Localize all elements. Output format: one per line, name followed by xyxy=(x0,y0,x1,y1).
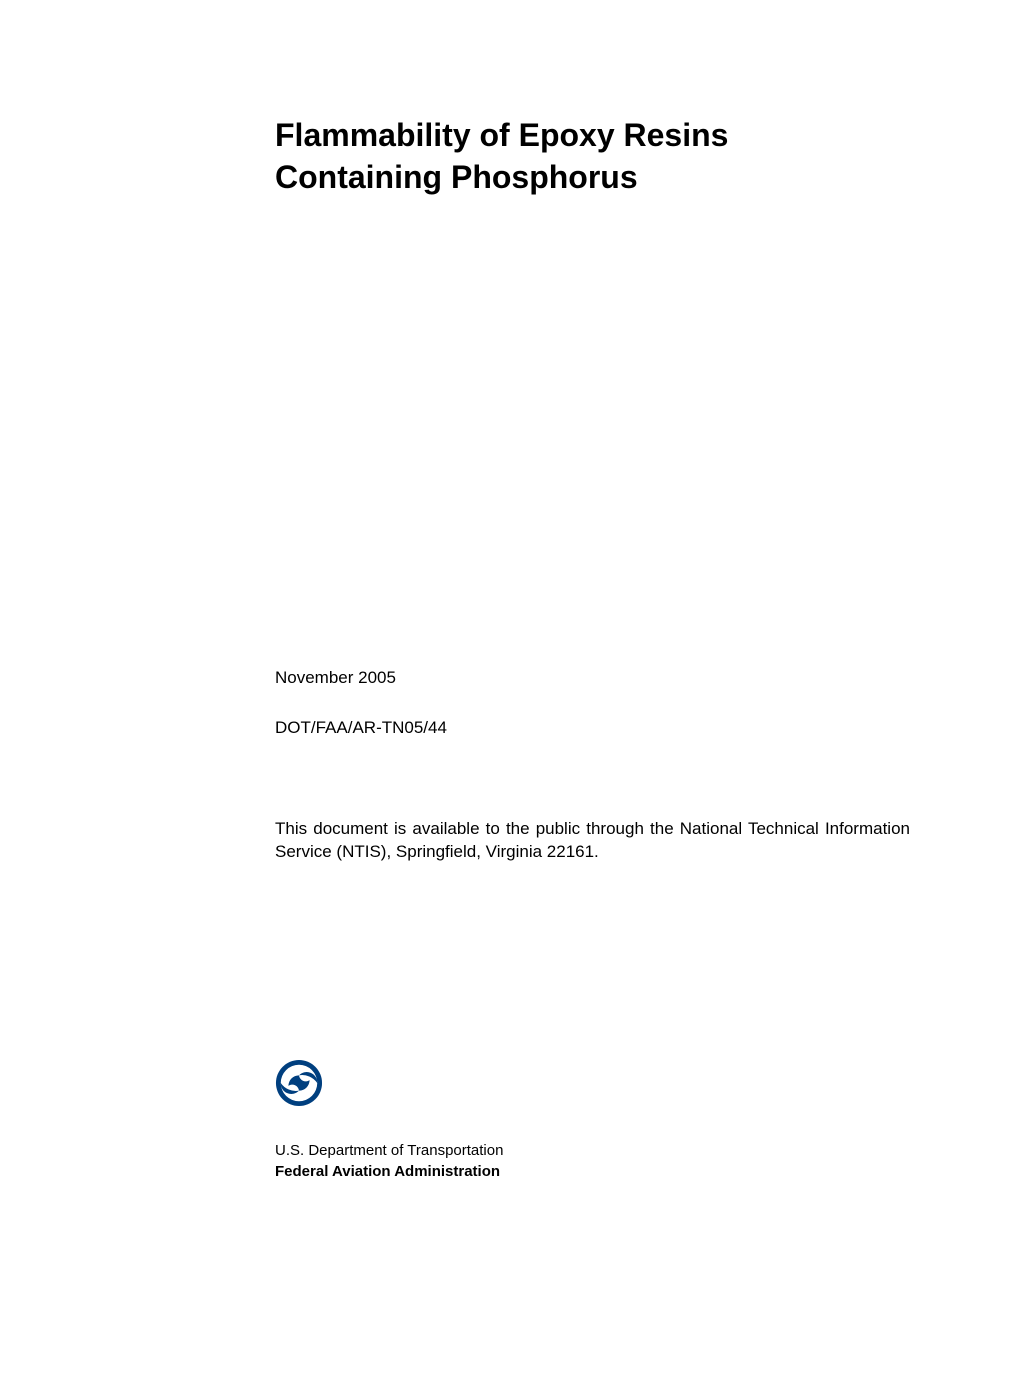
department-name: U.S. Department of Transportation xyxy=(275,1142,910,1159)
agency-name: Federal Aviation Administration xyxy=(275,1163,910,1180)
availability-statement: This document is available to the public… xyxy=(275,818,910,864)
title-line-1: Flammability of Epoxy Resins xyxy=(275,117,728,153)
report-number: DOT/FAA/AR-TN05/44 xyxy=(275,718,910,738)
dot-logo-icon xyxy=(275,1059,323,1107)
title-line-2: Containing Phosphorus xyxy=(275,159,638,195)
agency-footer: U.S. Department of Transportation Federa… xyxy=(275,1059,910,1180)
document-title: Flammability of Epoxy Resins Containing … xyxy=(275,115,910,198)
publication-date: November 2005 xyxy=(275,668,910,688)
main-content: Flammability of Epoxy Resins Containing … xyxy=(275,115,910,1180)
